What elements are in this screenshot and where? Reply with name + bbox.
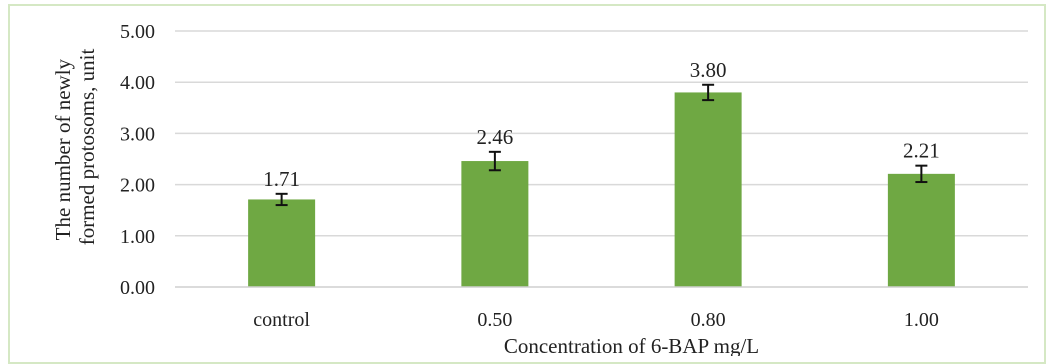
y-tick-label: 1.00 [120,226,155,248]
x-category-label: 0.50 [477,309,512,331]
y-tick-label: 2.00 [120,175,155,197]
x-axis-categories: control 0.50 0.80 1.00 [253,309,939,331]
x-category-label: 1.00 [904,309,939,331]
y-axis-title: The number of newly formed protosoms, un… [51,49,99,246]
data-labels: 1.71 2.46 3.80 2.21 [263,58,940,191]
data-label: 2.21 [903,139,940,163]
bars [248,92,955,287]
bar-chart: 0.00 1.00 2.00 3.00 4.00 5.00 1.71 2.46 3.80 2.2… [51,21,1028,356]
data-label: 1.71 [263,167,300,191]
data-label: 2.46 [477,125,514,149]
x-category-label: 0.80 [691,309,726,331]
bar [887,173,955,287]
y-tick-label: 4.00 [120,72,155,94]
data-label: 3.80 [690,58,727,82]
y-tick-label: 5.00 [120,21,155,43]
error-bars [275,83,928,207]
y-axis-title-line-2: formed protosoms, unit [75,49,99,246]
bar [674,92,742,287]
y-tick-label: 0.00 [120,277,155,299]
y-axis-ticks: 0.00 1.00 2.00 3.00 4.00 5.00 [120,21,155,299]
bar [461,161,529,287]
bar [248,199,316,287]
x-axis-title: Concentration of 6-BAP mg/L [504,334,759,356]
x-category-label: control [253,309,310,331]
gridlines [175,30,1028,237]
y-tick-label: 3.00 [120,123,155,145]
y-axis-title-line-1: The number of newly [51,58,75,240]
